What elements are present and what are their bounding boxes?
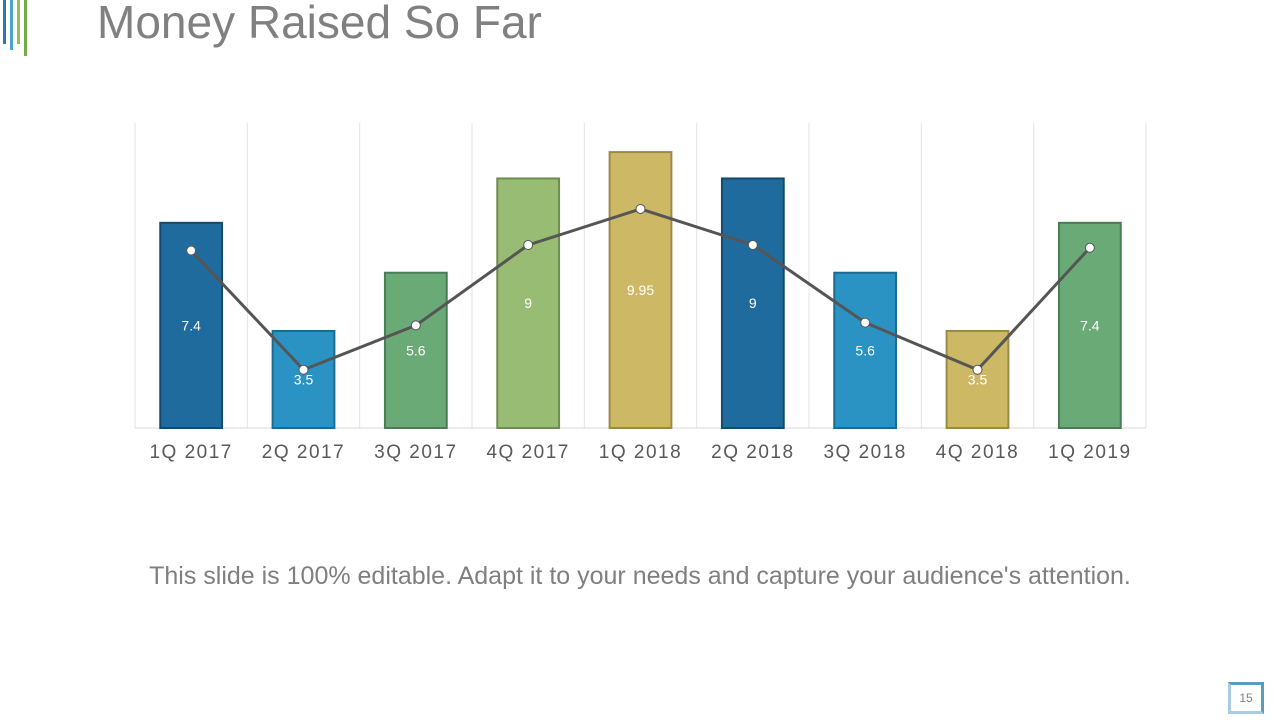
line-point (747, 240, 758, 250)
bar (1057, 221, 1122, 429)
x-tick-label: 4Q 2018 (936, 442, 1019, 463)
accent-bar-2 (10, 0, 13, 50)
accent-bar-4 (24, 0, 27, 56)
page-number-frame (1228, 682, 1264, 714)
line-point (635, 203, 646, 214)
data-label: 3.5 (294, 371, 314, 387)
x-tick-label: 1Q 2017 (149, 442, 232, 463)
slide-title: Money Raised So Far (97, 0, 542, 48)
slide-caption: This slide is 100% editable. Adapt it to… (149, 562, 1131, 590)
line-point (410, 320, 421, 331)
data-label: 5.6 (406, 342, 426, 358)
bar (608, 151, 673, 429)
page-number: 15 (1239, 691, 1253, 705)
data-label: 9 (749, 295, 757, 311)
bar (383, 271, 448, 429)
x-tick-label: 4Q 2017 (486, 442, 569, 463)
bar (833, 271, 898, 429)
line-point (1084, 242, 1095, 253)
x-tick-label: 2Q 2017 (262, 442, 345, 463)
accent-bar-3 (17, 0, 20, 44)
data-label: 7.4 (181, 317, 201, 333)
data-label: 7.4 (1080, 317, 1100, 333)
line-point (860, 317, 871, 328)
bar (496, 177, 561, 429)
line-point (186, 245, 197, 256)
x-tick-label: 1Q 2018 (599, 442, 682, 463)
bar (720, 177, 785, 429)
data-label: 3.5 (968, 371, 988, 387)
data-label: 9 (524, 295, 532, 311)
accent-bar-1 (3, 0, 6, 44)
data-label: 5.6 (855, 342, 875, 358)
x-tick-label: 2Q 2018 (711, 442, 794, 463)
x-tick-label: 3Q 2018 (823, 442, 906, 463)
line-point (298, 364, 309, 375)
x-tick-label: 3Q 2017 (374, 442, 457, 463)
line-point (523, 240, 534, 250)
data-label: 9.95 (627, 282, 654, 298)
x-tick-label: 1Q 2019 (1048, 442, 1131, 463)
line-point (972, 364, 983, 375)
bar (159, 221, 224, 429)
